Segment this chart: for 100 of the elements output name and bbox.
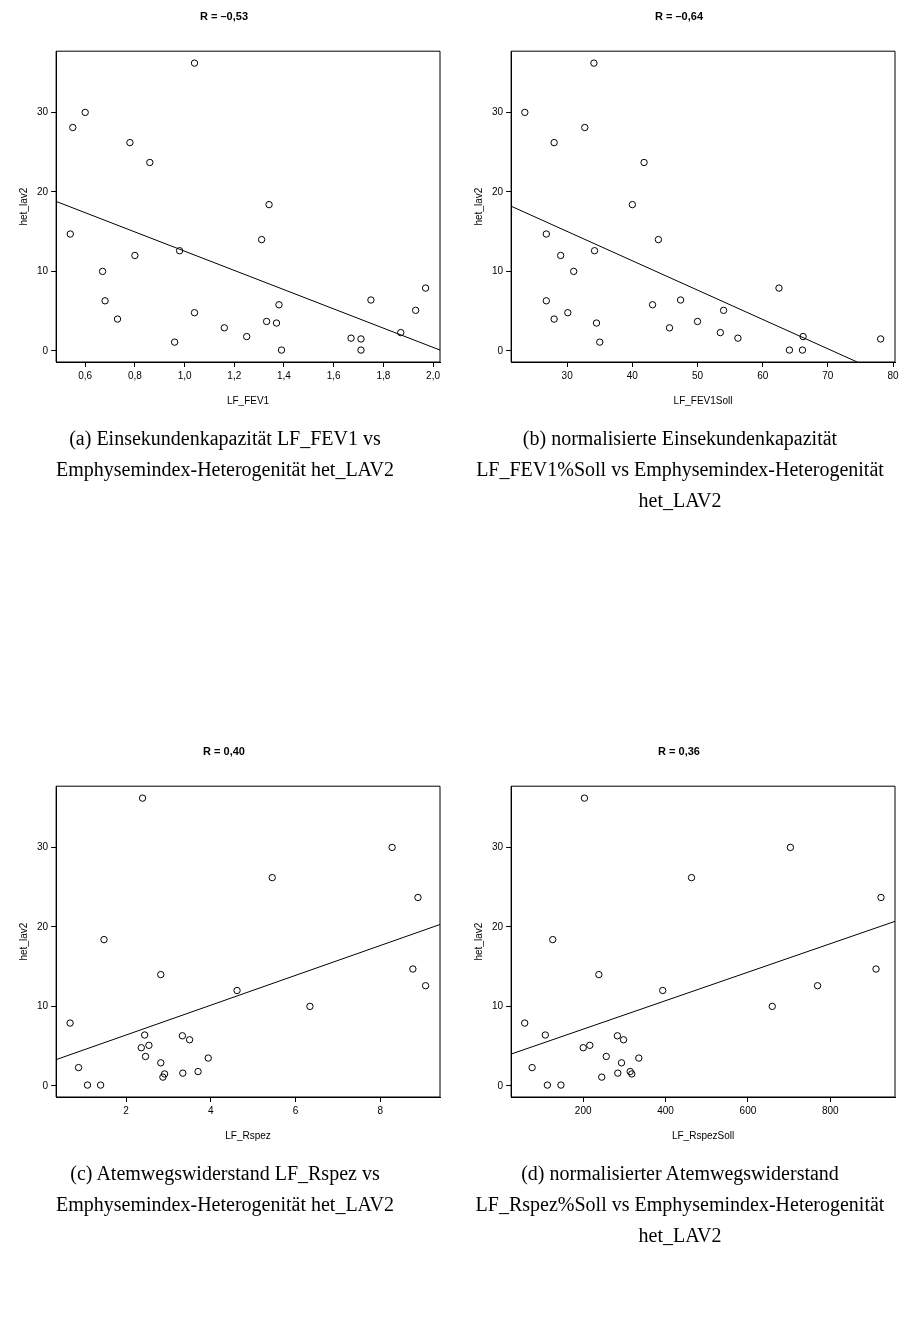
y-tick-label: 30 xyxy=(492,841,504,853)
point xyxy=(262,317,271,326)
x-axis-title: LF_FEV1 xyxy=(226,394,270,406)
y-tick-label: 30 xyxy=(37,841,49,853)
point xyxy=(257,235,266,244)
point xyxy=(190,59,199,67)
point xyxy=(665,324,674,332)
point xyxy=(716,328,725,337)
chart-title: R = –0,64 xyxy=(654,9,704,22)
x-tick-label: 30 xyxy=(561,369,574,381)
point xyxy=(113,315,122,323)
chart-title: R = 0,36 xyxy=(658,744,700,757)
point xyxy=(799,332,807,341)
x-tick-label: 50 xyxy=(691,369,704,381)
point xyxy=(628,200,637,209)
point xyxy=(813,982,822,990)
x-tick-label: 200 xyxy=(574,1104,592,1116)
point xyxy=(619,1036,628,1044)
point xyxy=(556,251,565,260)
point xyxy=(557,1081,565,1089)
point xyxy=(581,123,589,132)
point xyxy=(83,1081,92,1089)
x-tick-label: 600 xyxy=(739,1104,757,1116)
point xyxy=(100,935,108,944)
x-tick-label: 400 xyxy=(657,1104,675,1116)
x-axis-title: LF_Rspez xyxy=(225,1129,271,1141)
point xyxy=(157,1059,165,1067)
point xyxy=(160,1070,169,1078)
point xyxy=(596,338,604,346)
point xyxy=(81,108,89,117)
y-tick-label: 10 xyxy=(492,1000,504,1012)
text: (b) normalisierte Einsekundenkapazität LF_FEV1%Soll vs Emphysemindex-Heterogenität het_LAV2 xyxy=(475,426,885,513)
point xyxy=(595,970,603,979)
point xyxy=(877,893,885,902)
x-tick-label: 1,8 xyxy=(376,369,391,381)
point xyxy=(786,843,795,852)
point xyxy=(265,200,273,209)
point xyxy=(734,334,742,342)
point xyxy=(872,965,880,973)
point xyxy=(66,230,74,238)
point xyxy=(586,1041,594,1050)
point xyxy=(626,1067,634,1076)
point xyxy=(648,301,657,309)
point xyxy=(550,315,558,323)
point xyxy=(146,158,154,167)
point xyxy=(579,1044,587,1052)
y-tick-label: 20 xyxy=(37,185,49,197)
point xyxy=(190,309,199,317)
point xyxy=(542,297,551,305)
point xyxy=(659,986,667,995)
point xyxy=(66,1019,74,1027)
y-tick-label: 0 xyxy=(497,344,504,356)
point xyxy=(159,1073,167,1081)
x-tick-label: 6 xyxy=(292,1104,299,1116)
y-axis-title: het_lav2 xyxy=(472,187,484,226)
point xyxy=(397,328,405,337)
y-axis-title: het_lav2 xyxy=(17,922,29,961)
point xyxy=(876,335,885,343)
point xyxy=(676,296,685,304)
point xyxy=(569,267,578,276)
point xyxy=(654,235,663,244)
point xyxy=(367,296,375,304)
point xyxy=(145,1041,153,1050)
point xyxy=(421,284,430,292)
y-tick-label: 10 xyxy=(37,1000,49,1012)
x-tick-label: 60 xyxy=(757,369,769,381)
point xyxy=(521,108,529,117)
point xyxy=(411,306,420,315)
point xyxy=(268,873,276,882)
x-tick-label: 4 xyxy=(207,1104,214,1116)
point xyxy=(613,1032,622,1040)
y-axis-title: het_lav2 xyxy=(472,922,484,961)
point xyxy=(170,338,179,346)
point xyxy=(179,1069,187,1077)
point xyxy=(602,1052,610,1061)
y-tick-label: 30 xyxy=(492,106,504,118)
y-tick-label: 10 xyxy=(492,265,504,277)
x-tick-label: 0,8 xyxy=(127,369,143,381)
point xyxy=(541,1031,550,1039)
point xyxy=(347,334,355,342)
x-tick-label: 0,6 xyxy=(78,369,93,381)
point xyxy=(414,893,422,902)
point xyxy=(220,324,229,332)
point xyxy=(598,1073,606,1081)
point xyxy=(185,1036,194,1044)
point xyxy=(178,1032,187,1040)
point xyxy=(74,1063,83,1072)
text: (d) normalisierter Atemwegswiderstand LF_Rspez%Soll vs Emphysemindex-Heterogenität het_LAV2 xyxy=(474,1161,886,1248)
text: (a) Einsekundenkapazität LF_FEV1 vs Emphysemindex-Heterogenität het_LAV2 xyxy=(55,426,395,483)
chart-title: R = –0,53 xyxy=(199,9,249,22)
point xyxy=(140,1031,149,1039)
point xyxy=(137,1044,145,1052)
point xyxy=(592,319,601,327)
point xyxy=(96,1081,105,1089)
x-tick-label: 1,4 xyxy=(277,369,292,381)
x-tick-label: 2 xyxy=(123,1104,130,1116)
point xyxy=(617,1059,626,1067)
point xyxy=(204,1054,212,1062)
chart-title: R = 0,40 xyxy=(203,744,245,757)
point xyxy=(277,346,286,354)
